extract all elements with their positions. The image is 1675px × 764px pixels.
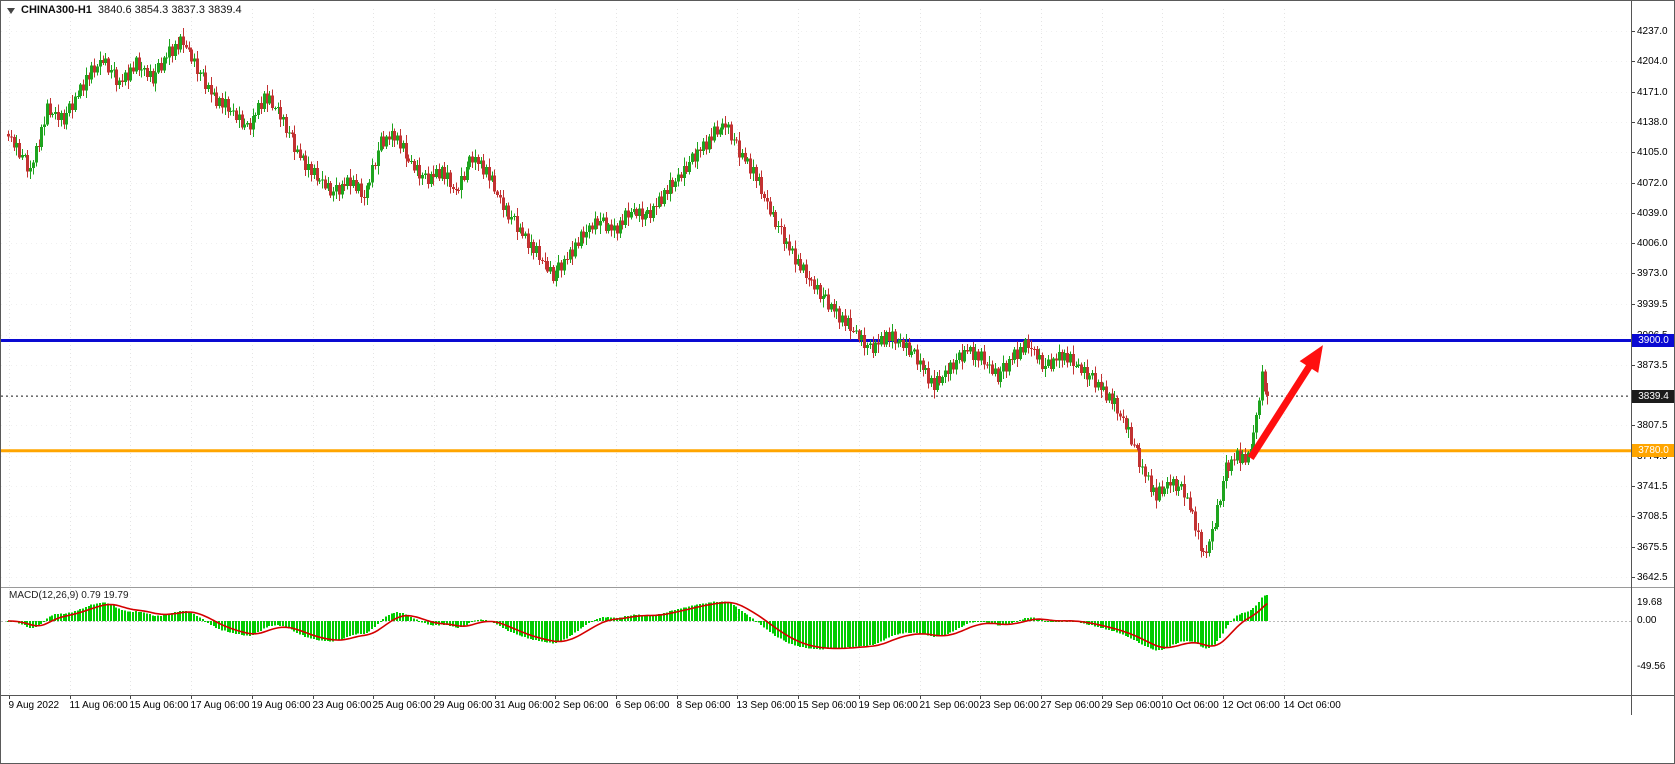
time-axis-label: 29 Aug 06:00	[433, 700, 493, 711]
price-axis-label: 4006.0	[1637, 237, 1668, 249]
resistance-line-price-tag[interactable]: 3900.0	[1632, 334, 1674, 347]
support-line-price-tag[interactable]: 3780.0	[1632, 444, 1674, 457]
price-axis-label: 4237.0	[1637, 25, 1668, 37]
macd-axis-label: -49.56	[1637, 661, 1666, 673]
chart-menu-icon[interactable]	[7, 8, 15, 14]
candlestick-series	[7, 28, 1269, 559]
chart-title: CHINA300-H1 3840.6 3854.3 3837.3 3839.4	[7, 4, 242, 16]
time-axis-label: 31 Aug 06:00	[494, 700, 554, 711]
macd-signal-line	[7, 601, 1268, 650]
price-axis-label: 3642.5	[1637, 571, 1668, 583]
macd-indicator-label: MACD(12,26,9) 0.79 19.79	[9, 590, 129, 601]
price-axis-label: 3675.5	[1637, 541, 1668, 553]
price-axis-label: 3807.5	[1637, 419, 1668, 431]
time-axis-label: 21 Sep 06:00	[919, 700, 980, 711]
macd-histogram	[1, 595, 1631, 651]
time-axis-label: 15 Aug 06:00	[129, 700, 189, 711]
price-axis-label: 3973.0	[1637, 267, 1668, 279]
time-axis-label: 25 Aug 06:00	[372, 700, 432, 711]
price-axis-label: 3741.5	[1637, 480, 1668, 492]
symbol-timeframe-label: CHINA300-H1	[21, 4, 92, 16]
price-axis-label: 4105.0	[1637, 146, 1668, 158]
time-axis-label: 10 Oct 06:00	[1161, 700, 1219, 711]
price-axis-label: 3708.5	[1637, 510, 1668, 522]
price-axis-label: 3939.5	[1637, 298, 1668, 310]
grid-layer	[1, 9, 1631, 695]
trend-arrow[interactable]	[1247, 345, 1323, 460]
time-axis-label: 29 Sep 06:00	[1101, 700, 1162, 711]
level-lines-layer	[1, 339, 1631, 453]
chart-frame	[1, 1, 1674, 715]
time-axis-label: 9 Aug 2022	[8, 700, 60, 711]
time-axis-label: 8 Sep 06:00	[676, 700, 731, 711]
time-axis-label: 15 Sep 06:00	[797, 700, 858, 711]
bid-line-price-tag[interactable]: 3839.4	[1632, 390, 1674, 403]
time-axis-label: 11 Aug 06:00	[69, 700, 128, 711]
price-axis-label: 4072.0	[1637, 177, 1668, 189]
time-axis-label: 12 Oct 06:00	[1222, 700, 1280, 711]
time-axis-label: 14 Oct 06:00	[1283, 700, 1341, 711]
price-axis-label: 4204.0	[1637, 55, 1668, 67]
macd-axis-label: 0.00	[1637, 615, 1657, 626]
price-axis-label: 4138.0	[1637, 116, 1668, 128]
time-axis-label: 27 Sep 06:00	[1040, 700, 1101, 711]
price-axis-label: 4171.0	[1637, 86, 1668, 98]
ohlc-values: 3840.6 3854.3 3837.3 3839.4	[97, 4, 242, 16]
time-axis-label: 2 Sep 06:00	[554, 700, 609, 711]
time-axis-label: 19 Aug 06:00	[251, 700, 311, 711]
time-axis-label: 13 Sep 06:00	[736, 700, 797, 711]
price-axis-label: 3873.5	[1637, 359, 1668, 371]
macd-axis-label: 19.68	[1637, 596, 1663, 608]
price-axis-label: 4039.0	[1637, 207, 1668, 219]
time-axis-label: 19 Sep 06:00	[858, 700, 919, 711]
time-axis-label: 23 Aug 06:00	[312, 700, 372, 711]
time-axis-label: 6 Sep 06:00	[615, 700, 670, 711]
time-axis-label: 17 Aug 06:00	[190, 700, 250, 711]
time-axis-label: 23 Sep 06:00	[979, 700, 1040, 711]
